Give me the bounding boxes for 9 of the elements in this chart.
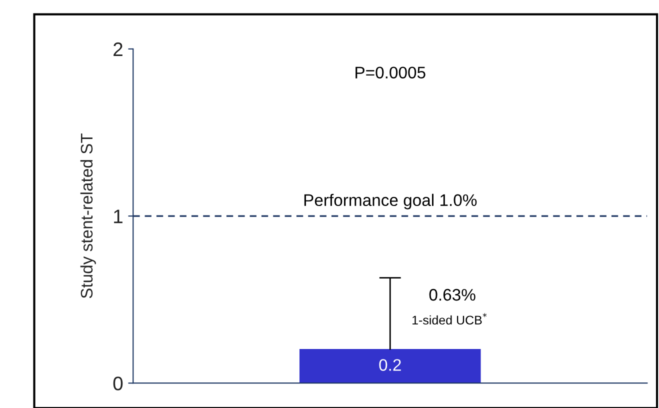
annotation: 1-sided UCB$^{*}$ xyxy=(412,313,487,325)
y-axis-title: Study stent-related ST xyxy=(80,134,96,298)
annotation: P=0.0005 xyxy=(356,66,426,78)
ref-line-label: Performance goal 1.0% xyxy=(304,194,477,210)
y-tick-label: 1 xyxy=(114,210,122,224)
y-tick-label: 0 xyxy=(113,376,123,390)
annotation: 0.63% xyxy=(429,288,476,301)
data-label: 0.2 xyxy=(379,359,401,371)
y-tick-label: 2 xyxy=(114,42,122,56)
